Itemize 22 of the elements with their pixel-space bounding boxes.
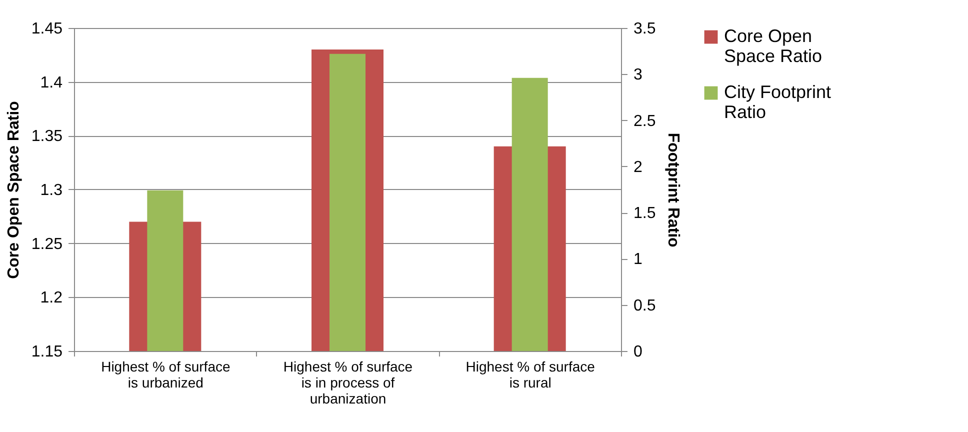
y-axis-title: Core Open Space Ratio xyxy=(5,100,22,279)
legend-label: City Footprint Ratio xyxy=(724,82,832,122)
y2-tick-label: 3 xyxy=(634,66,642,84)
y-tick-label: 1.15 xyxy=(31,344,63,360)
x-tick-label: Highest % of surface is rural xyxy=(466,358,596,390)
y-tick-label: 1.45 xyxy=(31,20,63,38)
x-tick-label: Highest % of surface is in process of urbanization xyxy=(283,358,413,406)
x-tick-label: Highest % of surface is urbanized xyxy=(101,358,230,390)
y-tick-label: 1.4 xyxy=(40,74,63,92)
y-tick-label: 1.2 xyxy=(40,290,63,307)
y2-tick-label: 0.5 xyxy=(634,297,656,314)
y2-tick-label: 3.5 xyxy=(634,20,656,38)
y2-tick-label: 2.5 xyxy=(634,112,656,130)
y2-tick-label: 1.5 xyxy=(634,205,656,222)
y-tick-label: 1.35 xyxy=(31,128,63,146)
legend-label: Core Open Space Ratio xyxy=(724,26,822,66)
y-tick-label: 1.3 xyxy=(40,182,63,199)
y2-tick-label: 2 xyxy=(634,158,642,176)
y-tick-label: 1.25 xyxy=(31,236,63,253)
y2-tick-label: 0 xyxy=(634,344,642,360)
y2-tick-label: 1 xyxy=(634,251,642,268)
y2-axis-title: Footprint Ratio xyxy=(664,132,682,248)
